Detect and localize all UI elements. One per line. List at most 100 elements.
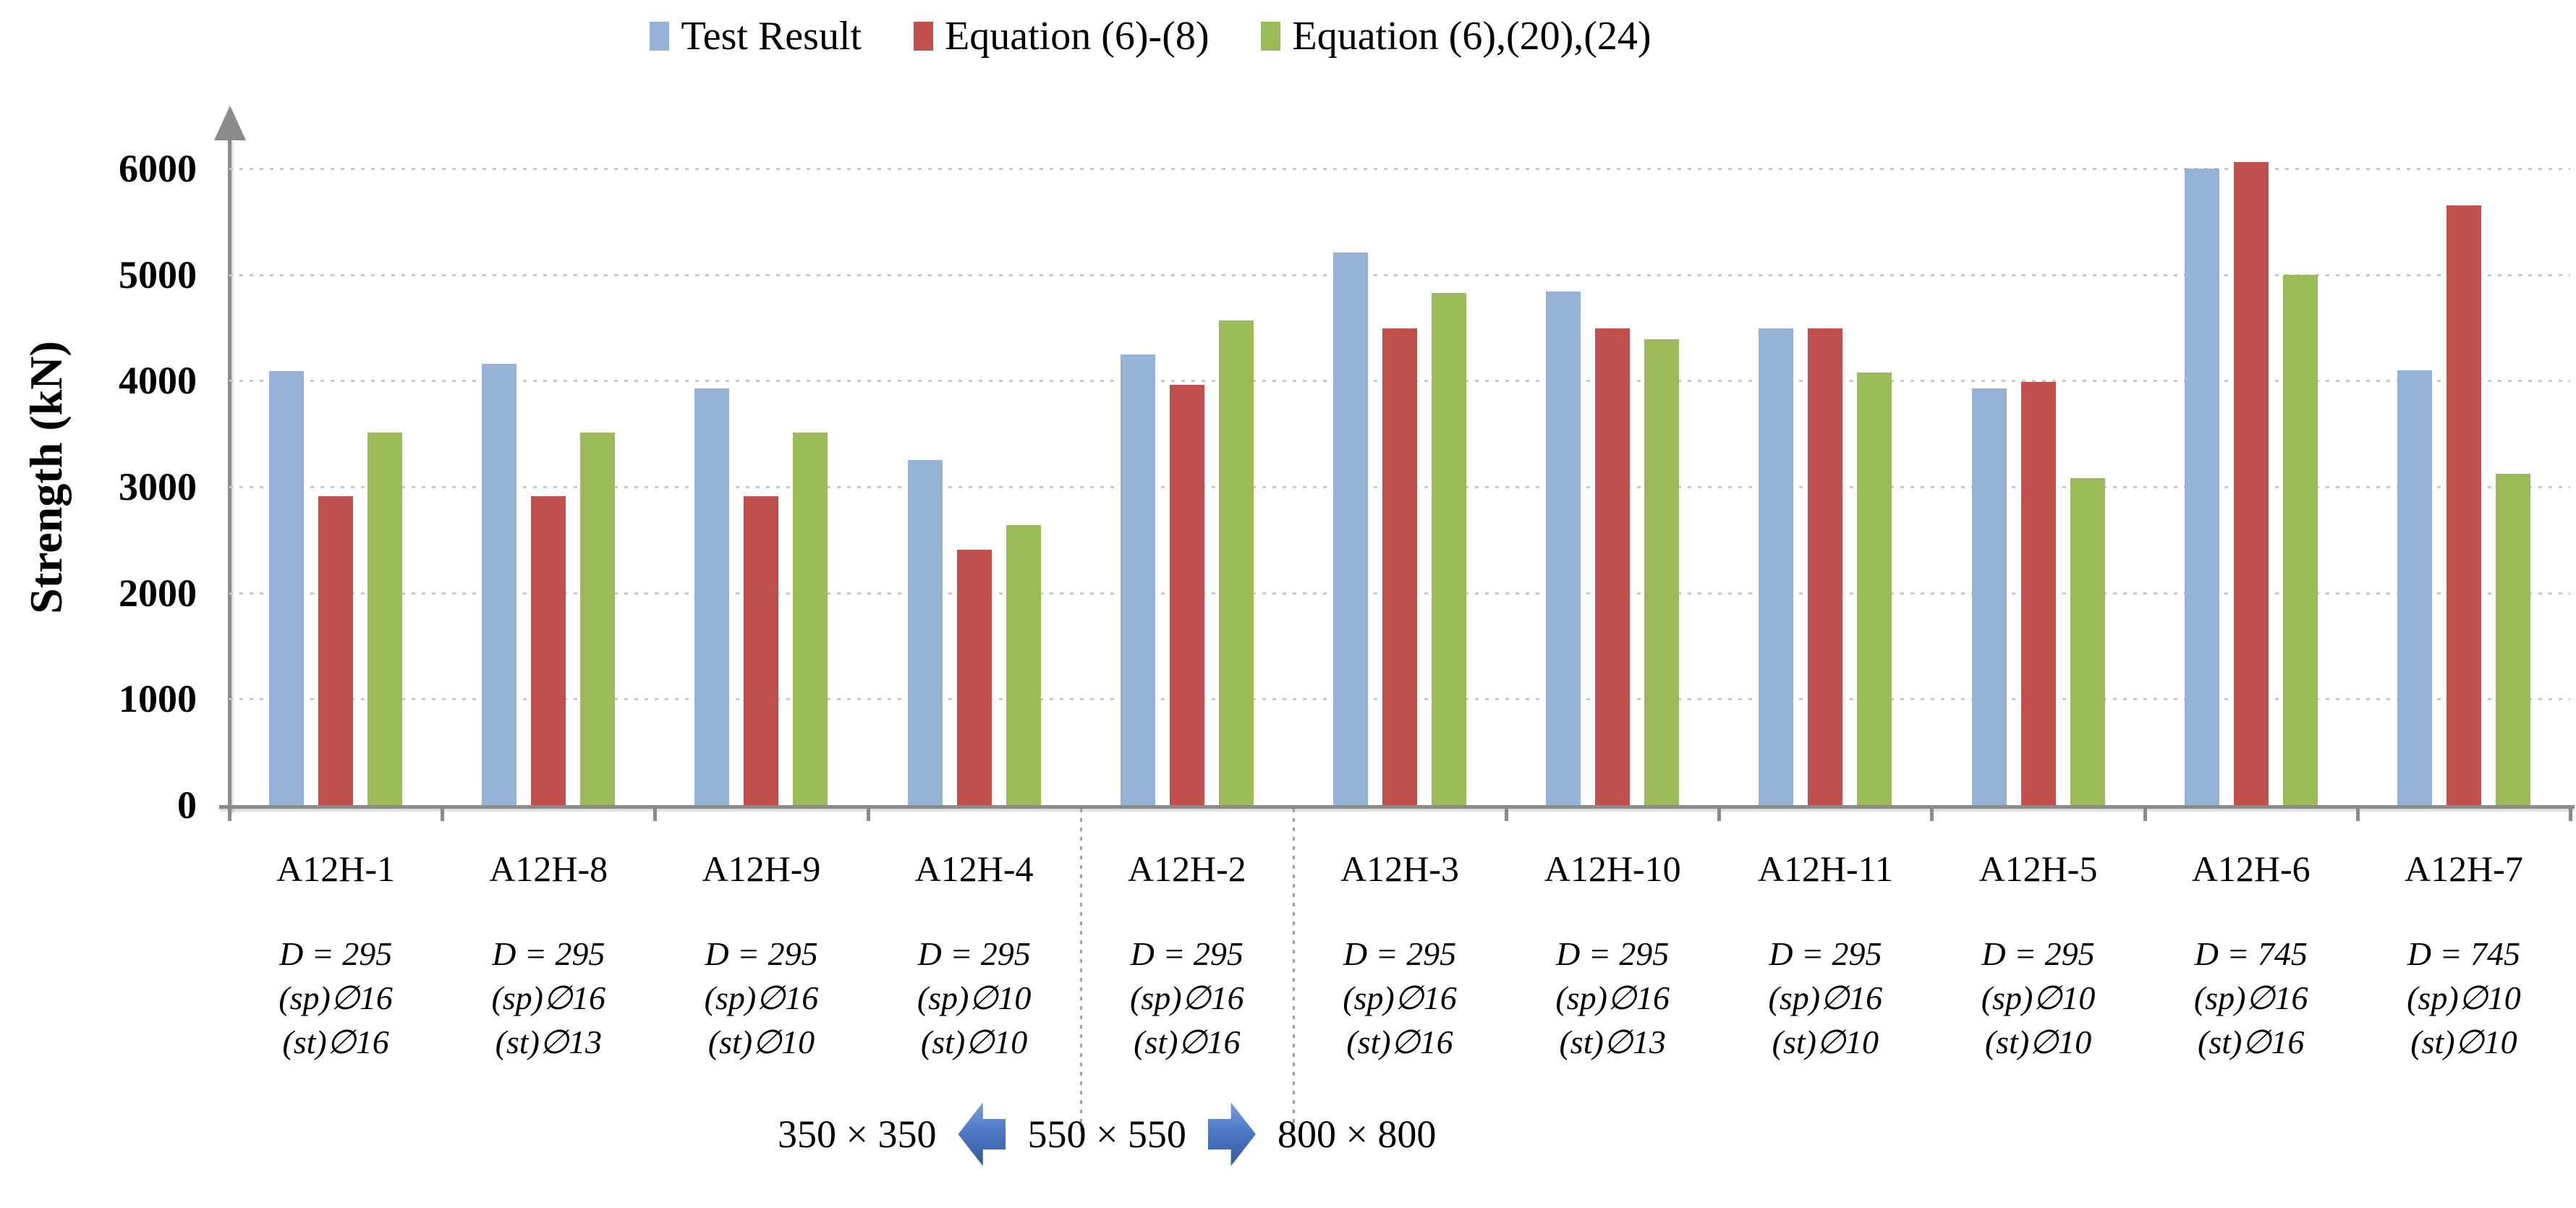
bar-A12H-6-series1 (2233, 162, 2269, 805)
y-tick-label-5000: 5000 (119, 252, 197, 297)
sublabel-line: (st)∅16 (2198, 1024, 2305, 1060)
legend-item-test-result: Test Result (650, 13, 862, 59)
category-sublabel-A12H-9: D = 295 (sp)∅16 (st)∅10 (655, 932, 867, 1064)
category-sublabel-A12H-1: D = 295 (sp)∅16 (st)∅16 (229, 932, 442, 1064)
gridline-6000 (229, 168, 2570, 170)
sublabel-line: D = 295 (279, 935, 393, 972)
sublabel-line: (st)∅13 (1559, 1024, 1666, 1060)
sublabel-line: (st)∅10 (707, 1024, 815, 1060)
y-tick-label-4000: 4000 (119, 359, 197, 403)
sublabel-line: (st)∅10 (1984, 1024, 2092, 1060)
bar-A12H-7-series1 (2446, 205, 2481, 805)
category-sublabel-A12H-2: D = 295 (sp)∅16 (st)∅16 (1081, 932, 1293, 1064)
gridline-5000 (229, 273, 2570, 276)
bar-A12H-11-series1 (1808, 328, 1843, 805)
bar-A12H-1-series0 (269, 371, 305, 805)
category-label-A12H-3: A12H-3 (1340, 848, 1459, 889)
x-axis-tick (2143, 809, 2147, 821)
legend-item-equation-6-8: Equation (6)-(8) (914, 13, 1209, 59)
sublabel-line: (sp)∅16 (2193, 979, 2308, 1016)
legend-label: Equation (6)-(8) (945, 14, 1210, 59)
sublabel-line: (sp)∅16 (1343, 979, 1457, 1016)
bar-A12H-8-series2 (580, 433, 616, 805)
sublabel-line: (sp)∅16 (1768, 979, 1883, 1016)
x-axis-tick (1505, 809, 1509, 821)
sublabel-line: (st)∅10 (2410, 1024, 2517, 1060)
sublabel-line: D = 295 (1981, 935, 2095, 972)
legend: Test Result Equation (6)-(8) Equation (6… (0, 13, 2439, 59)
size-label-800x800: 800 × 800 (1277, 1113, 1437, 1156)
region-separator-line (1292, 809, 1295, 1132)
bar-A12H-6-series0 (2184, 169, 2219, 805)
category-label-A12H-8: A12H-8 (489, 848, 608, 889)
bar-A12H-9-series1 (744, 496, 779, 805)
bar-A12H-5-series2 (2070, 478, 2105, 805)
category-sublabel-A12H-8: D = 295 (sp)∅16 (st)∅13 (442, 932, 655, 1064)
bar-A12H-9-series0 (694, 388, 730, 805)
sublabel-line: (sp)∅16 (491, 979, 606, 1016)
sublabel-line: (sp)∅10 (2407, 979, 2521, 1016)
x-axis-tick (2355, 809, 2360, 821)
sublabel-line: D = 295 (705, 935, 818, 972)
sublabel-line: (sp)∅16 (1130, 979, 1244, 1016)
category-sublabel-A12H-5: D = 295 (sp)∅10 (st)∅10 (1931, 932, 2144, 1064)
bar-A12H-3-series1 (1382, 328, 1417, 805)
sublabel-line: (sp)∅16 (704, 979, 819, 1016)
x-axis-tick (653, 809, 658, 821)
category-label-A12H-11: A12H-11 (1757, 848, 1893, 889)
x-axis-tick (228, 809, 231, 821)
bar-A12H-3-series2 (1432, 292, 1466, 805)
sublabel-line: D = 295 (1343, 935, 1457, 972)
bar-A12H-11-series2 (1857, 372, 1892, 805)
bar-A12H-4-series0 (907, 460, 943, 805)
bar-A12H-5-series0 (1971, 388, 2007, 805)
category-label-A12H-7: A12H-7 (2404, 848, 2523, 889)
bar-A12H-10-series1 (1595, 328, 1631, 805)
y-tick-label-6000: 6000 (119, 147, 197, 190)
x-axis-tick (2569, 809, 2572, 821)
category-label-A12H-6: A12H-6 (2191, 848, 2311, 889)
category-label-A12H-2: A12H-2 (1127, 848, 1246, 889)
sublabel-line: (sp)∅10 (1981, 979, 2096, 1016)
bar-A12H-4-series2 (1006, 524, 1041, 805)
bar-A12H-7-series0 (2397, 370, 2432, 805)
bar-A12H-2-series2 (1218, 320, 1254, 805)
sublabel-line: (sp)∅10 (917, 979, 1032, 1016)
test-result-swatch-icon (650, 22, 670, 51)
sublabel-line: (st)∅13 (495, 1024, 602, 1060)
y-tick-label-1000: 1000 (119, 677, 197, 721)
bar-A12H-2-series0 (1120, 354, 1155, 805)
size-label-550x550: 550 × 550 (1027, 1113, 1186, 1156)
sublabel-line: (st)∅10 (920, 1024, 1028, 1060)
equation-6-20-24-swatch-icon (1261, 22, 1281, 51)
arrow-left-icon (958, 1102, 1006, 1166)
bar-A12H-9-series2 (793, 433, 828, 805)
x-axis-tick (1930, 809, 1934, 821)
equation-6-8-swatch-icon (914, 22, 934, 51)
legend-item-equation-6-20-24: Equation (6),(20),(24) (1261, 13, 1652, 59)
sublabel-line: D = 295 (1130, 935, 1244, 972)
y-axis-line (228, 139, 231, 812)
legend-label: Equation (6),(20),(24) (1292, 14, 1652, 59)
x-axis-tick (866, 809, 870, 821)
plot-area (229, 162, 2570, 805)
arrow-right-icon (1207, 1102, 1256, 1166)
y-axis-arrow-icon (214, 106, 246, 140)
category-label-A12H-5: A12H-5 (1978, 848, 2098, 889)
category-sublabel-A12H-3: D = 295 (sp)∅16 (st)∅16 (1293, 932, 1506, 1064)
category-label-A12H-9: A12H-9 (702, 848, 821, 889)
sublabel-line: D = 745 (2194, 935, 2308, 972)
sublabel-line: D = 295 (1769, 935, 1882, 972)
legend-label: Test Result (681, 14, 862, 59)
sublabel-line: D = 745 (2407, 935, 2521, 972)
sublabel-line: (sp)∅16 (279, 979, 393, 1016)
bar-A12H-10-series2 (1644, 339, 1680, 805)
x-axis-tick (1717, 809, 1722, 821)
bar-A12H-8-series1 (531, 496, 566, 805)
sublabel-line: (st)∅16 (282, 1024, 389, 1060)
x-axis-line (219, 805, 2575, 809)
bar-A12H-3-series0 (1333, 252, 1368, 805)
category-sublabel-A12H-11: D = 295 (sp)∅16 (st)∅10 (1719, 932, 1931, 1064)
column-size-annotation: 350 × 350 550 × 550 800 × 800 (778, 1102, 1436, 1166)
bar-A12H-11-series0 (1759, 328, 1794, 805)
